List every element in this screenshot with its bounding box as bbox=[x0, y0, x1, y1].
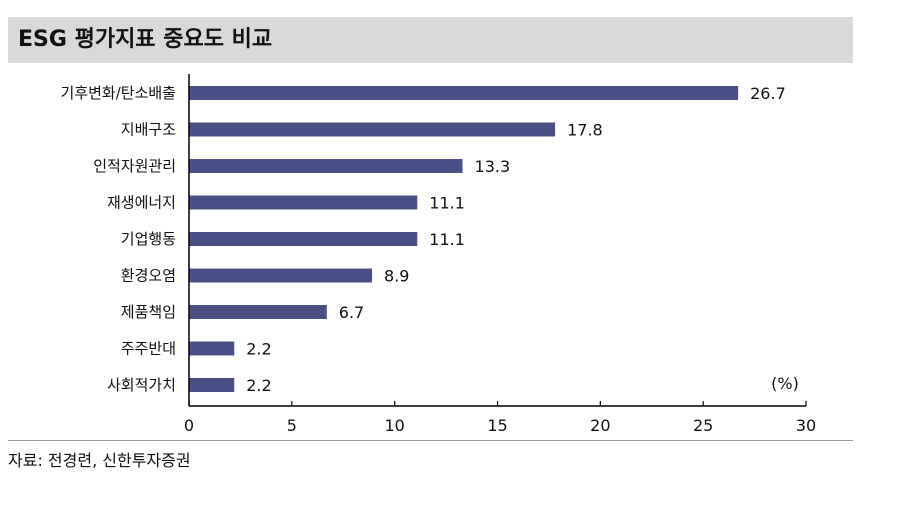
bar bbox=[189, 195, 418, 210]
title-bar: ESG 평가지표 중요도 비교 bbox=[8, 17, 853, 63]
value-label: 2.2 bbox=[246, 340, 271, 359]
footer-divider bbox=[8, 440, 853, 441]
value-label: 6.7 bbox=[339, 303, 364, 322]
source-note: 자료: 전경련, 신한투자증권 bbox=[8, 451, 191, 470]
category-labels-group: 기후변화/탄소배출지배구조인적자원관리재생에너지기업행동환경오염제품책임주주반대… bbox=[61, 84, 177, 394]
x-tick-label: 25 bbox=[693, 416, 713, 435]
bar bbox=[189, 159, 463, 173]
bar bbox=[189, 378, 235, 392]
category-label: 사회적가치 bbox=[107, 376, 176, 394]
value-label: 11.1 bbox=[429, 230, 465, 249]
category-label: 지배구조 bbox=[121, 121, 176, 139]
x-tick-label: 5 bbox=[287, 416, 297, 435]
x-tick-label: 20 bbox=[590, 416, 610, 435]
x-ticks-group bbox=[188, 401, 807, 406]
bars-group bbox=[189, 86, 739, 392]
value-label: 11.1 bbox=[429, 194, 465, 213]
value-label: 8.9 bbox=[384, 267, 409, 286]
value-labels-group: 26.7 17.8 13.3 11.1 11.1 8.9 6.7 2.2 2.2 bbox=[246, 84, 786, 395]
category-label: 주주반대 bbox=[121, 340, 176, 358]
x-tick-labels-group: 0 5 10 15 20 25 30 bbox=[184, 416, 816, 435]
category-label: 기후변화/탄소배출 bbox=[61, 84, 176, 102]
category-label: 기업행동 bbox=[121, 230, 176, 248]
value-label: 26.7 bbox=[750, 84, 786, 103]
x-tick-label: 0 bbox=[184, 416, 194, 435]
bar bbox=[189, 268, 373, 283]
bar bbox=[189, 232, 418, 246]
category-label: 환경오염 bbox=[121, 267, 176, 285]
bar bbox=[189, 341, 235, 356]
bar bbox=[189, 86, 739, 100]
unit-label: (%) bbox=[771, 374, 799, 393]
x-tick-label: 15 bbox=[487, 416, 507, 435]
chart-title: ESG 평가지표 중요도 비교 bbox=[18, 27, 273, 52]
bar bbox=[189, 305, 327, 319]
bar bbox=[189, 122, 556, 137]
x-tick-label: 30 bbox=[796, 416, 816, 435]
category-label: 재생에너지 bbox=[107, 194, 176, 212]
value-label: 13.3 bbox=[475, 157, 511, 176]
value-label: 17.8 bbox=[567, 121, 603, 140]
category-label: 인적자원관리 bbox=[93, 157, 176, 175]
category-label: 제품책임 bbox=[121, 303, 176, 321]
value-label: 2.2 bbox=[246, 376, 271, 395]
x-tick-label: 10 bbox=[384, 416, 404, 435]
